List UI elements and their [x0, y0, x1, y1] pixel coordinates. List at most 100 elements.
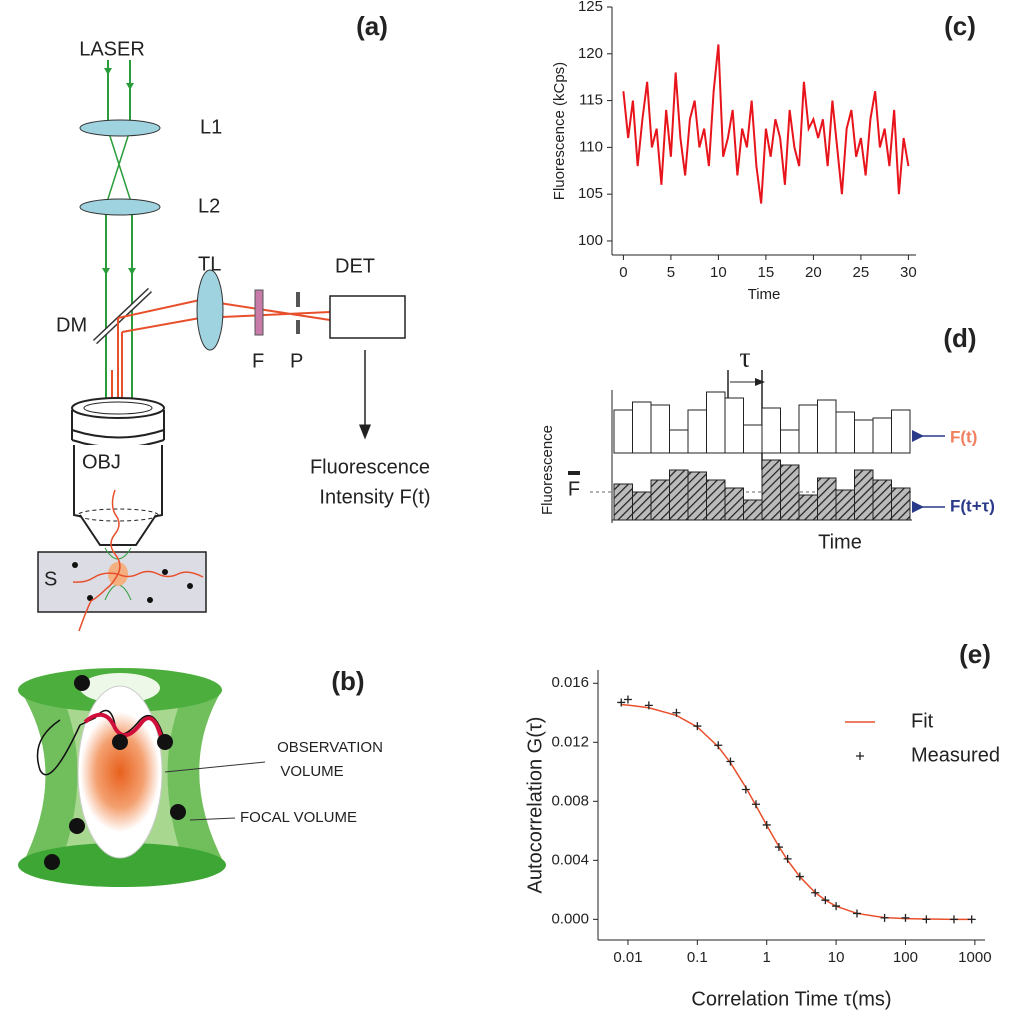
fit-line — [621, 703, 972, 921]
measured-point — [644, 701, 653, 710]
axis-title: Correlation Time τ(ms) — [691, 988, 891, 1010]
y-tick-label: 0.000 — [551, 910, 589, 927]
schematic-bar — [613, 409, 633, 454]
schematic-bar — [743, 499, 763, 521]
measured-point — [821, 896, 830, 905]
y-tick-label: 115 — [579, 92, 603, 109]
measured-point — [751, 800, 760, 809]
x-tick-label: 0.1 — [687, 949, 708, 966]
x-tick-label: 1 — [763, 949, 771, 966]
lens-label: L1 — [200, 116, 222, 138]
measured-point — [783, 854, 792, 863]
x-tick-label: 30 — [900, 264, 917, 281]
schematic-bar — [632, 491, 652, 521]
x-tick-label: 10 — [710, 264, 727, 281]
measured-point — [617, 698, 626, 707]
axis-title: Fluorescence (kCps) — [551, 62, 568, 200]
measured-point — [880, 913, 889, 922]
mean-label: F — [568, 478, 580, 500]
y-tick-label: 105 — [578, 185, 603, 202]
schematic-bar — [761, 407, 781, 454]
schematic-bar — [798, 404, 818, 454]
mirror-label: DM — [56, 314, 87, 336]
schematic-bar — [817, 477, 837, 521]
annotation: VOLUME — [280, 763, 343, 780]
measured-point — [852, 909, 861, 918]
schematic-bar — [706, 479, 726, 521]
panel-label: (c) — [944, 11, 976, 41]
measured-point — [693, 722, 702, 731]
schematic-bar — [835, 411, 855, 454]
x-tick-label: 5 — [667, 264, 675, 281]
schematic-bar — [613, 483, 633, 521]
schematic-bar — [817, 399, 837, 454]
y-tick-label: 125 — [578, 0, 603, 15]
schematic-bar — [835, 489, 855, 521]
schematic-bar — [854, 469, 874, 521]
schematic-bar — [761, 459, 781, 521]
schematic-bar — [891, 487, 911, 521]
measured-point — [967, 915, 976, 924]
y-tick-label: 110 — [579, 138, 603, 155]
measured-point — [762, 820, 771, 829]
schematic-bar — [650, 404, 670, 454]
schematic-bar — [650, 479, 670, 521]
data-line — [622, 44, 910, 204]
panel-label: (a) — [356, 11, 388, 41]
legend-label: Fit — [911, 710, 934, 732]
axis-title: Autocorrelation G(τ) — [524, 717, 546, 894]
annotation: OBSERVATION — [277, 739, 383, 756]
panel-label: (e) — [959, 639, 991, 669]
x-tick-label: 20 — [805, 264, 822, 281]
setup-diagram: LASER L1 L2 TL DET DM F P OBJ S Fluoresc… — [37, 11, 431, 632]
legend-label: Measured — [911, 744, 1000, 766]
x-tick-label: 15 — [758, 264, 775, 281]
objective-label: OBJ — [82, 451, 121, 473]
schematic-bar — [724, 397, 744, 454]
legend-swatch — [856, 752, 864, 760]
lens-label: L2 — [198, 195, 220, 217]
y-tick-label: 120 — [578, 45, 603, 62]
schematic-bar — [854, 419, 874, 454]
x-tick-label: 100 — [893, 949, 918, 966]
schematic-bar — [669, 429, 689, 454]
schematic-bar — [632, 401, 652, 454]
sample-label: S — [44, 568, 57, 590]
schematic-bar — [687, 409, 707, 454]
y-tick-label: 0.004 — [551, 851, 589, 868]
measured-point — [672, 708, 681, 717]
x-tick-label: 1000 — [958, 949, 991, 966]
measured-point — [832, 902, 841, 911]
series-label: F(t+τ) — [950, 496, 995, 515]
filter-label: F — [252, 350, 264, 372]
detector-label: DET — [335, 255, 375, 277]
schematic-bar — [872, 417, 892, 454]
pinhole-label: P — [290, 350, 303, 372]
tau-label: τ — [739, 342, 750, 373]
measured-point — [714, 741, 723, 750]
measured-point — [949, 915, 958, 924]
measured-point — [623, 695, 632, 704]
series-label: F(t) — [950, 427, 977, 446]
y-tick-label: 100 — [578, 232, 603, 249]
axis-title: Fluorescence — [539, 425, 556, 515]
schematic-bar — [780, 464, 800, 521]
volume-diagram: OBSERVATION VOLUME FOCAL VOLUME (b) — [18, 666, 383, 887]
axis-title: Time — [748, 286, 781, 303]
schematic-bar — [706, 391, 726, 454]
y-tick-label: 0.016 — [551, 674, 589, 691]
schematic-bar — [798, 494, 818, 521]
x-tick-label: 10 — [828, 949, 845, 966]
schematic-bar — [743, 424, 763, 454]
laser-label: LASER — [79, 38, 145, 60]
schematic-bar — [891, 409, 911, 454]
measured-point — [774, 843, 783, 852]
x-tick-label: 0 — [619, 264, 627, 281]
x-tick-label: 0.01 — [613, 949, 642, 966]
measured-point — [726, 757, 735, 766]
schematic-bar — [687, 471, 707, 521]
tube-lens-label: TL — [198, 253, 221, 275]
panel-label: (b) — [331, 666, 364, 696]
correlation-schematic: τ Fluorescence F F(t) F(t+τ) Time (d) — [539, 323, 995, 553]
